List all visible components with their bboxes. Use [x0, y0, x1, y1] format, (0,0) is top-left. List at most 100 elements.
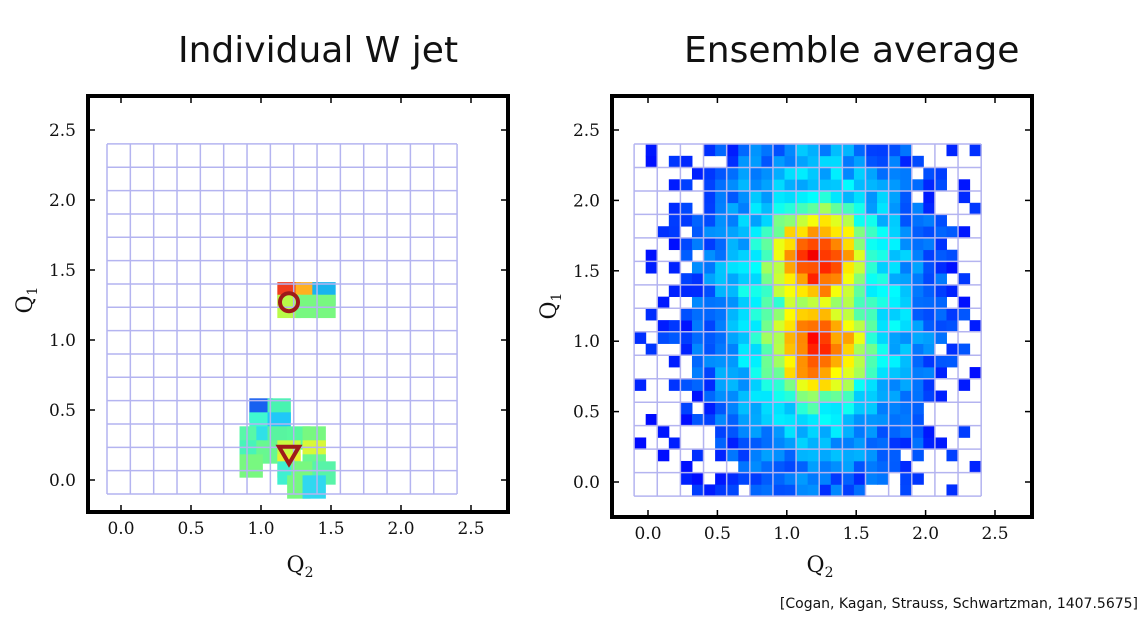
heatmap-cell [726, 191, 739, 204]
heatmap-cell [911, 390, 924, 403]
heatmap-cell [645, 308, 658, 321]
panel-ensemble-average: 0.0 0.5 1.0 1.5 2.0 2.5 0.0 0.5 1.0 1.5 2.0 2.5 Q2 Q1 [537, 94, 1034, 581]
heatmap-cell [784, 179, 797, 192]
heatmap-cell [784, 214, 797, 227]
heatmap-cell [842, 155, 855, 168]
heatmap-cell [877, 155, 890, 168]
heatmap-cell [738, 284, 751, 297]
heatmap-cell [853, 367, 866, 380]
heatmap-cell [726, 179, 739, 192]
heatmap-cell [842, 343, 855, 356]
heatmap-cell [703, 296, 716, 309]
heatmap-cell [784, 331, 797, 344]
heatmap-cell [865, 472, 878, 485]
heatmap-cell [888, 284, 901, 297]
heatmap-cell [911, 155, 924, 168]
heatmap-cell [749, 144, 762, 157]
chart-title-right: Ensemble average [684, 30, 1020, 71]
heatmap-cell [946, 226, 959, 239]
heatmap-cell [807, 144, 820, 157]
x-tick-label: 2.0 [912, 524, 939, 544]
heatmap-cell [807, 390, 820, 403]
heatmap-cell [923, 378, 936, 391]
heatmap-cell [865, 460, 878, 474]
heatmap-cell [830, 425, 843, 438]
heatmap-cell [749, 402, 762, 415]
heatmap-cell [830, 320, 843, 333]
heatmap-cell [784, 425, 797, 438]
heatmap-cell [911, 343, 924, 356]
heatmap-cell [726, 237, 739, 251]
heatmap-cell [888, 202, 901, 215]
heatmap-cell [934, 331, 947, 344]
heatmap-cell [830, 402, 843, 415]
heatmap-cell [784, 249, 797, 262]
heatmap-cell [830, 378, 843, 391]
heatmap-cell [842, 390, 855, 403]
heatmap-cell [761, 214, 774, 227]
heatmap-cell [842, 331, 855, 344]
heatmap-cell [830, 414, 843, 427]
panel-individual-jet: 0.0 0.5 1.0 1.5 2.0 2.5 0.0 0.5 1.0 1.5 2.0 2.5 Q2 Q1 [13, 94, 510, 581]
heatmap-cell [911, 308, 924, 321]
heatmap-cell [853, 296, 866, 309]
heatmap-cell [715, 320, 728, 333]
heatmap-cell [749, 367, 762, 380]
heatmap-cell [738, 437, 751, 450]
heatmap-cell [877, 273, 890, 286]
heatmap-cell [819, 367, 832, 380]
heatmap-cell [819, 343, 832, 356]
heatmap-cell [819, 449, 832, 462]
heatmap-cell [842, 214, 855, 227]
heatmap-cell [911, 249, 924, 262]
heatmap-cell [853, 355, 866, 368]
heatmap-cell [865, 249, 878, 262]
heatmap-cell [761, 343, 774, 356]
heatmap-cell [738, 261, 751, 274]
heatmap-cell [726, 390, 739, 403]
y-tick-label: 2.0 [49, 191, 76, 211]
heatmap-cell [668, 226, 681, 239]
marker-circle [278, 291, 300, 314]
heatmap-cell [749, 179, 762, 192]
heatmap-cell [784, 460, 797, 474]
heatmap-cell [715, 179, 728, 192]
heatmap-cell [749, 355, 762, 368]
heatmap-cell [784, 202, 797, 215]
heatmap-cell [923, 284, 936, 297]
heatmap-cell [691, 378, 705, 391]
heatmap-cell [911, 402, 924, 415]
heatmap-cell [888, 460, 901, 474]
heatmap-cell [715, 472, 728, 485]
heatmap-cell [796, 261, 809, 274]
heatmap-cell [853, 261, 866, 274]
heatmap-cell [796, 320, 809, 333]
heatmap-cell [703, 402, 716, 415]
heatmap-cell [749, 449, 762, 462]
heatmap-cell [923, 425, 936, 438]
heatmap-cell [761, 449, 774, 462]
heatmap-cell [865, 308, 878, 321]
heatmap-cell [703, 144, 716, 157]
heatmap-cell [784, 296, 797, 309]
heatmap-cell [853, 472, 866, 485]
heatmap-cell [853, 249, 866, 262]
heatmap-cell [784, 437, 797, 450]
heatmap-cell [749, 484, 762, 497]
heatmap-cell [749, 296, 762, 309]
heatmap-cell [888, 226, 901, 239]
heatmap-cell [911, 449, 924, 462]
heatmap-cell [680, 202, 693, 215]
heatmap-cell [830, 449, 843, 462]
heatmap-cell [865, 191, 878, 204]
heatmap-cell [796, 273, 809, 286]
heatmap-cell [680, 402, 693, 415]
heatmap-cell [877, 343, 890, 356]
heatmap-cell [853, 402, 866, 415]
heatmap-cell [911, 378, 924, 391]
heatmap-cell [749, 437, 762, 450]
heatmap-cell [807, 273, 820, 286]
heatmap-cell [807, 437, 820, 450]
heatmap-cell [807, 367, 820, 380]
heatmap-cell [796, 237, 809, 251]
